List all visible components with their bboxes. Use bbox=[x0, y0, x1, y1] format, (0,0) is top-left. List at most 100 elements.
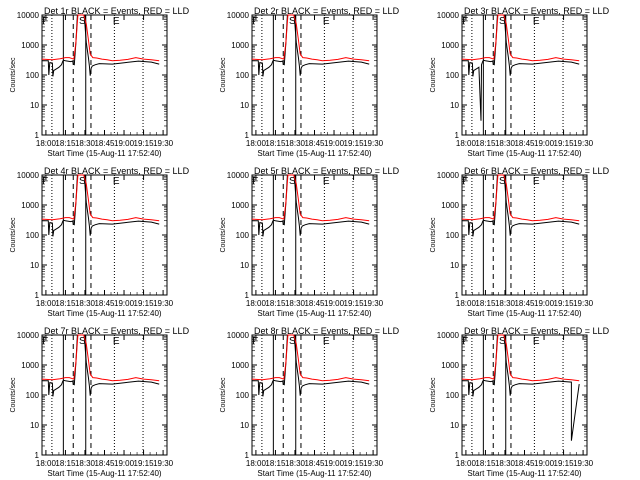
y-axis-label: Counts/sec bbox=[220, 217, 227, 253]
marker-letter: E bbox=[323, 176, 330, 187]
y-tick-label: 100 bbox=[26, 71, 40, 80]
y-tick-label: 10 bbox=[450, 421, 459, 430]
y-tick-label: 10 bbox=[240, 101, 249, 110]
y-axis-label: Counts/sec bbox=[430, 57, 437, 93]
y-axis-label: Counts/sec bbox=[10, 377, 17, 413]
y-axis-label: Counts/sec bbox=[430, 217, 437, 253]
x-tick-label: 19:00 bbox=[534, 299, 555, 308]
events-trace-black bbox=[252, 174, 370, 237]
events-trace-black bbox=[42, 334, 160, 397]
y-tick-label: 1000 bbox=[441, 41, 459, 50]
y-tick-label: 10 bbox=[450, 101, 459, 110]
chart-title: Det 6r BLACK = Events, RED = LLD bbox=[464, 166, 610, 176]
plot-frame bbox=[251, 14, 378, 136]
y-tick-label: 10 bbox=[30, 421, 39, 430]
y-axis-label: Counts/sec bbox=[430, 377, 437, 413]
x-tick-label: 18:00 bbox=[246, 139, 267, 148]
x-tick-label: 18:30 bbox=[285, 139, 306, 148]
chart-title: Det 9r BLACK = Events, RED = LLD bbox=[464, 326, 610, 336]
x-tick-label: 19:15 bbox=[554, 459, 575, 468]
x-tick-label: 19:30 bbox=[153, 299, 174, 308]
y-tick-label: 100 bbox=[236, 231, 250, 240]
x-tick-label: 18:45 bbox=[94, 459, 115, 468]
marker-letter: S bbox=[79, 336, 86, 347]
marker-letter: S bbox=[79, 176, 86, 187]
x-tick-label: 19:30 bbox=[573, 299, 594, 308]
x-tick-label: 18:45 bbox=[514, 299, 535, 308]
x-tick-label: 19:15 bbox=[344, 459, 365, 468]
y-tick-label: 10 bbox=[30, 101, 39, 110]
y-axis-label: Counts/sec bbox=[10, 217, 17, 253]
panel-det-1: Det 1r BLACK = Events, RED = LLD 1 10 100 10… bbox=[10, 6, 190, 158]
y-tick-label: 1000 bbox=[231, 361, 249, 370]
y-tick-label: 1 bbox=[35, 451, 40, 460]
events-trace-black bbox=[462, 14, 580, 121]
x-tick-label: 18:45 bbox=[514, 139, 535, 148]
y-tick-label: 1000 bbox=[21, 361, 39, 370]
plot-frame bbox=[461, 174, 588, 296]
y-tick-label: 10000 bbox=[227, 331, 250, 340]
x-tick-label: 19:00 bbox=[324, 299, 345, 308]
panel-det-4: Det 4r BLACK = Events, RED = LLD 1 10 100 10… bbox=[10, 166, 190, 318]
y-tick-label: 10000 bbox=[437, 11, 460, 20]
x-axis-label: Start Time (15-Aug-11 17:52:40) bbox=[467, 149, 581, 158]
marker-letter: S bbox=[499, 336, 506, 347]
x-tick-label: 19:00 bbox=[114, 299, 135, 308]
x-axis-label: Start Time (15-Aug-11 17:52:40) bbox=[257, 309, 371, 318]
marker-letter: F bbox=[252, 16, 258, 27]
lld-trace-red bbox=[461, 174, 580, 222]
marker-letter: F bbox=[252, 176, 258, 187]
x-tick-label: 19:15 bbox=[554, 299, 575, 308]
x-tick-label: 18:30 bbox=[75, 139, 96, 148]
x-tick-label: 19:15 bbox=[344, 139, 365, 148]
plot-frame bbox=[41, 14, 168, 136]
lld-trace-red bbox=[41, 174, 160, 222]
x-tick-label: 19:30 bbox=[363, 299, 384, 308]
x-tick-label: 19:15 bbox=[134, 459, 155, 468]
panel-det-2: Det 2r BLACK = Events, RED = LLD 1 10 100 10… bbox=[220, 6, 400, 158]
x-tick-label: 18:00 bbox=[456, 459, 477, 468]
chart-title: Det 7r BLACK = Events, RED = LLD bbox=[44, 326, 190, 336]
y-tick-label: 100 bbox=[26, 231, 40, 240]
x-axis-label: Start Time (15-Aug-11 17:52:40) bbox=[467, 469, 581, 478]
x-tick-label: 18:15 bbox=[55, 459, 76, 468]
marker-letter: S bbox=[499, 16, 506, 27]
x-tick-label: 18:00 bbox=[246, 299, 267, 308]
events-trace-black bbox=[42, 174, 160, 237]
lld-trace-red bbox=[251, 174, 370, 222]
y-tick-label: 100 bbox=[26, 391, 40, 400]
y-axis-label: Counts/sec bbox=[220, 377, 227, 413]
y-tick-label: 1 bbox=[455, 451, 460, 460]
events-trace-black bbox=[42, 14, 160, 77]
x-tick-label: 19:15 bbox=[134, 299, 155, 308]
marker-letter: E bbox=[113, 16, 120, 27]
lld-trace-red bbox=[251, 334, 370, 382]
x-tick-label: 19:30 bbox=[153, 139, 174, 148]
marker-letter: E bbox=[323, 16, 330, 27]
events-trace-black bbox=[252, 334, 370, 397]
chart-title: Det 8r BLACK = Events, RED = LLD bbox=[254, 326, 400, 336]
y-tick-label: 1 bbox=[245, 451, 250, 460]
x-tick-label: 18:00 bbox=[456, 139, 477, 148]
x-tick-label: 18:00 bbox=[36, 459, 57, 468]
x-tick-label: 19:00 bbox=[534, 139, 555, 148]
plot-frame bbox=[251, 334, 378, 456]
x-tick-label: 18:30 bbox=[495, 459, 516, 468]
x-tick-label: 18:45 bbox=[94, 139, 115, 148]
x-tick-label: 18:15 bbox=[265, 459, 286, 468]
y-tick-label: 100 bbox=[446, 231, 460, 240]
x-tick-label: 18:15 bbox=[55, 299, 76, 308]
x-tick-label: 19:15 bbox=[554, 139, 575, 148]
x-axis-label: Start Time (15-Aug-11 17:52:40) bbox=[467, 309, 581, 318]
x-tick-label: 18:15 bbox=[55, 139, 76, 148]
x-tick-label: 19:30 bbox=[573, 139, 594, 148]
marker-letter: F bbox=[462, 336, 468, 347]
x-tick-label: 19:00 bbox=[324, 139, 345, 148]
x-tick-label: 18:00 bbox=[36, 299, 57, 308]
x-tick-label: 18:15 bbox=[475, 459, 496, 468]
chart-title: Det 1r BLACK = Events, RED = LLD bbox=[44, 6, 190, 16]
x-tick-label: 18:15 bbox=[265, 139, 286, 148]
y-tick-label: 10000 bbox=[227, 11, 250, 20]
marker-letter: F bbox=[42, 16, 48, 27]
